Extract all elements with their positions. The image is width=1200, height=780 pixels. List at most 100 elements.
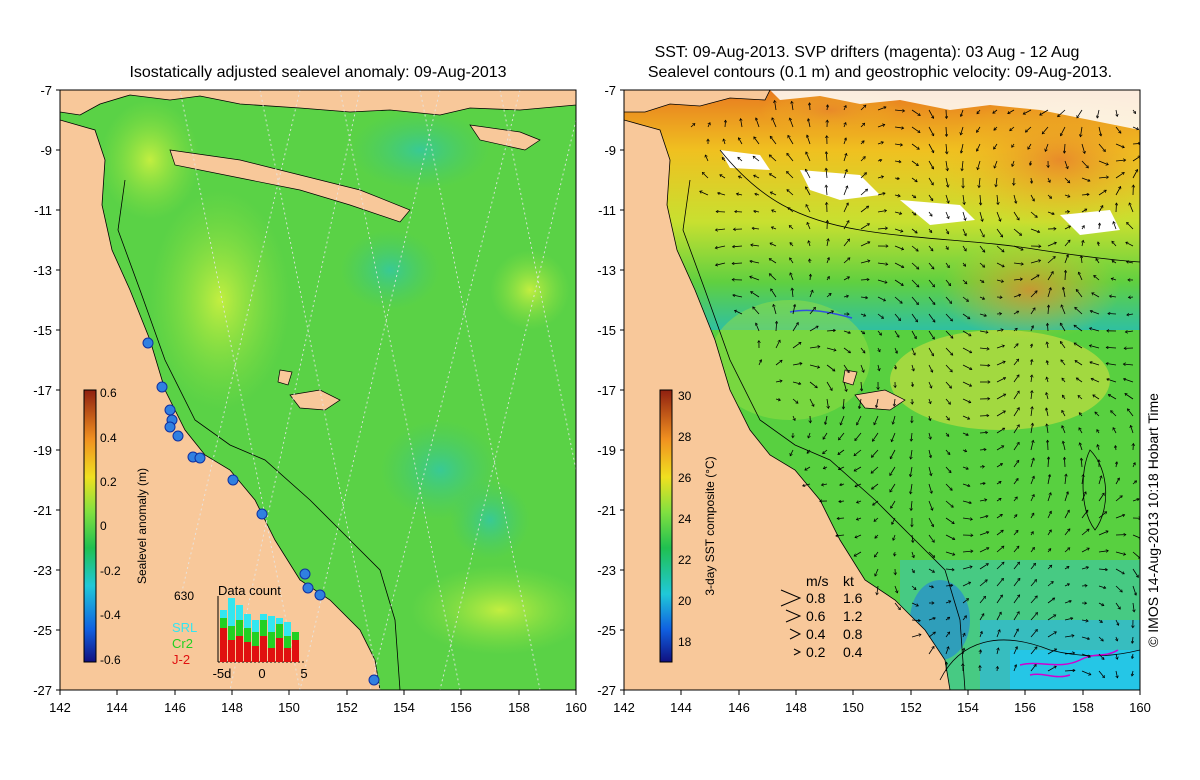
right-map: SST: 09-Aug-2013. SVP drifters (magenta)… xyxy=(597,44,1151,715)
right-x-axis: 142 144 146 148 150 152 154 156 158 160 xyxy=(613,690,1151,715)
legend-j2: J-2 xyxy=(172,652,190,667)
velocity-arrow xyxy=(1115,187,1121,196)
velocity-arrow xyxy=(826,168,827,179)
velocity-arrow xyxy=(872,432,879,441)
velocity-arrow xyxy=(962,551,973,552)
velocity-arrow xyxy=(945,500,953,507)
velocity-arrow xyxy=(738,138,743,145)
velocity-arrow xyxy=(1131,425,1134,434)
velocity-arrow xyxy=(843,169,847,179)
velocity-arrow xyxy=(911,620,920,621)
velocity-arrow xyxy=(1030,326,1033,332)
velocity-arrow xyxy=(910,483,913,494)
velocity-arrow xyxy=(771,289,777,298)
velocity-arrow xyxy=(894,161,901,162)
velocity-arrow xyxy=(876,398,879,408)
velocity-arrow xyxy=(770,136,777,145)
velocity-arrow xyxy=(928,279,935,287)
velocity-arrow xyxy=(1013,425,1019,434)
velocity-arrow xyxy=(1064,510,1069,519)
left-xtick: 156 xyxy=(450,700,472,715)
velocity-arrow xyxy=(877,585,878,595)
velocity-arrow xyxy=(838,449,845,455)
velocity-arrow xyxy=(1030,160,1031,165)
velocity-arrow xyxy=(775,360,782,366)
velocity-arrow xyxy=(1115,515,1125,519)
velocity-arrow xyxy=(860,242,870,247)
velocity-arrow xyxy=(1013,497,1017,502)
velocity-arrow xyxy=(1115,585,1122,592)
velocity-arrow xyxy=(860,364,864,372)
velocity-arrow xyxy=(1013,562,1020,570)
left-ytick: -23 xyxy=(33,563,52,578)
velocity-arrow xyxy=(860,206,869,213)
velocity-arrow xyxy=(911,568,914,573)
velocity-legend-unit-kt: kt xyxy=(843,573,854,589)
velocity-arrow xyxy=(1031,344,1032,349)
velocity-arrow xyxy=(771,227,777,229)
velocity-legend-ms: 0.4 xyxy=(806,626,826,642)
velocity-arrow xyxy=(873,500,879,505)
velocity-arrow xyxy=(911,262,919,269)
velocity-arrow xyxy=(1013,228,1022,235)
velocity-arrow xyxy=(911,279,919,287)
velocity-arrow xyxy=(1116,636,1117,641)
velocity-arrow xyxy=(751,245,760,246)
velocity-arrow xyxy=(892,517,896,524)
velocity-arrow xyxy=(893,415,896,424)
velocity-arrow xyxy=(1116,462,1117,468)
right-xtick: 156 xyxy=(1014,700,1036,715)
velocity-arrow xyxy=(945,330,953,338)
velocity-arrow xyxy=(1081,653,1090,657)
velocity-arrow xyxy=(1062,426,1066,434)
velocity-arrow xyxy=(843,296,849,297)
velocity-arrow xyxy=(1047,272,1053,281)
velocity-arrow xyxy=(1081,194,1089,195)
velocity-arrow xyxy=(962,262,966,266)
velocity-arrow xyxy=(843,398,844,409)
velocity-arrow xyxy=(754,211,760,212)
velocity-arrow xyxy=(1061,360,1066,366)
left-map: Isostatically adjusted sealevel anomaly:… xyxy=(33,64,587,715)
velocity-arrow xyxy=(790,243,794,247)
velocity-arrow xyxy=(821,484,828,485)
right-ytick: -9 xyxy=(604,143,616,158)
velocity-legend-ms: 0.2 xyxy=(806,644,826,660)
right-xtick: 142 xyxy=(613,700,635,715)
velocity-arrow xyxy=(1013,647,1017,655)
velocity-arrow xyxy=(1098,602,1104,606)
velocity-arrow xyxy=(860,123,865,128)
velocity-arrow xyxy=(1023,109,1032,114)
velocity-arrow xyxy=(1048,305,1049,315)
velocity-arrow xyxy=(912,534,913,543)
velocity-arrow xyxy=(890,466,896,476)
velocity-arrow xyxy=(1090,311,1100,315)
velocity-arrow xyxy=(860,141,864,145)
velocity-arrow xyxy=(1065,474,1066,485)
velocity-arrow xyxy=(1013,328,1017,332)
velocity-arrow xyxy=(979,177,980,188)
velocity-arrow xyxy=(911,296,919,305)
velocity-arrow xyxy=(977,160,981,170)
velocity-arrow xyxy=(1111,278,1117,280)
velocity-arrow xyxy=(723,139,725,145)
tide-gauge-markers xyxy=(142,337,380,686)
velocity-arrow xyxy=(1060,342,1066,349)
velocity-arrow xyxy=(945,347,953,355)
velocity-arrow xyxy=(1079,413,1083,417)
data-count-inset: Data count 630 SRL Cr2 J-2 xyxy=(172,583,308,681)
right-ytick: -27 xyxy=(597,683,616,698)
velocity-arrow xyxy=(1013,442,1020,451)
velocity-arrow xyxy=(1127,409,1134,417)
velocity-arrow xyxy=(945,279,951,286)
velocity-arrow xyxy=(894,585,898,593)
velocity-arrow xyxy=(1013,479,1018,485)
velocity-arrow xyxy=(996,578,1004,587)
velocity-arrow xyxy=(720,175,726,179)
velocity-arrow xyxy=(1132,568,1138,577)
velocity-arrow xyxy=(1031,360,1032,366)
velocity-arrow xyxy=(807,222,811,230)
velocity-arrow xyxy=(843,239,850,247)
velocity-arrow xyxy=(979,331,988,333)
